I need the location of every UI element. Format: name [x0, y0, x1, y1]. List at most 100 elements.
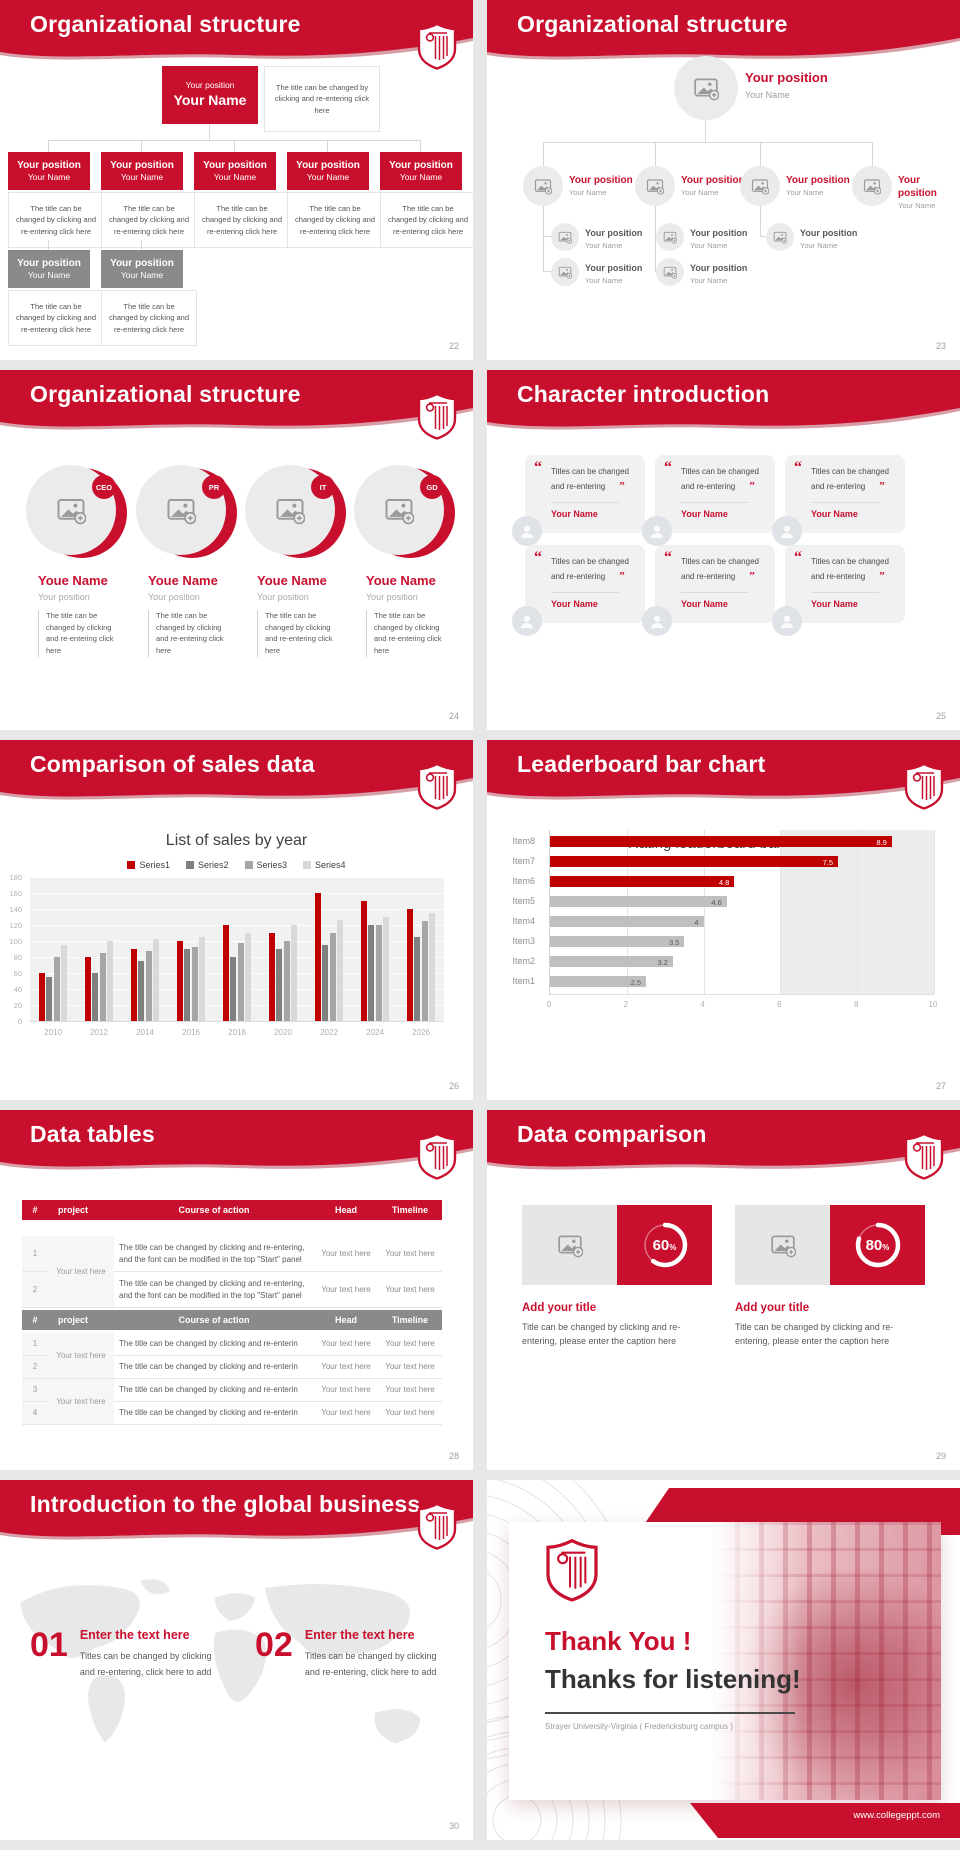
item-number: 01: [30, 1626, 68, 1664]
sales-bar: [222, 925, 229, 1021]
column-header: #: [22, 1200, 48, 1220]
slide-25-character-introduction: Character introduction “ Titles can be c…: [487, 370, 960, 730]
item-title: Enter the text here: [79, 1628, 190, 1642]
avatar: [772, 606, 802, 636]
sales-bar: [360, 901, 367, 1021]
leader-bar-value: 4.6: [711, 898, 722, 907]
project-cell: Your text here: [48, 1236, 114, 1308]
person-name: Youe Name: [257, 573, 327, 588]
project-cell: Your text here: [48, 1333, 114, 1379]
org-root-node: Your position Your Name: [162, 66, 258, 124]
person-name: Youe Name: [38, 573, 108, 588]
node-position: Your position: [800, 228, 858, 238]
node-name: Your Name: [569, 188, 607, 197]
sales-x-tick: 2016: [182, 1028, 200, 1037]
org-node-gray: Your position Your Name: [101, 250, 183, 288]
image-placeholder-icon: [167, 499, 196, 525]
image-placeholder-icon: [663, 266, 677, 279]
slide-30-introduction-global-business: Introduction to the global business 01 E…: [0, 1480, 473, 1840]
image-placeholder-icon: [773, 231, 787, 244]
head-cell: Your text here: [314, 1379, 378, 1402]
organization-name: Strayer University-Virginia ( Fredericks…: [545, 1722, 733, 1731]
node-position: Your position: [898, 175, 937, 199]
close-quote-icon: ”: [619, 480, 625, 493]
org-node-position: Your position: [110, 257, 174, 269]
quote-text: Titles can be changed and re-entering: [551, 467, 629, 492]
column-header: Course of action: [114, 1310, 314, 1330]
leader-item-label: Item2: [512, 956, 535, 966]
photo-placeholder: [766, 223, 794, 251]
course-cell: The title can be changed by clicking and…: [114, 1236, 314, 1272]
column-header: Timeline: [378, 1310, 442, 1330]
leader-labels: Item8 Item7 Item6 Item5 Item4 Item3 Item2 Item1: [499, 830, 543, 994]
slide-22-organizational-structure: Organizational structure Your position Y…: [0, 0, 473, 360]
leader-gridline: [626, 830, 628, 994]
timeline-cell: Your text here: [378, 1379, 442, 1402]
org-node-caption: The title can be changed by clicking and…: [101, 192, 197, 248]
person-position: Your position: [366, 592, 418, 602]
sales-x-tick: 2022: [320, 1028, 338, 1037]
org-node-label: Your position Your Name: [569, 174, 633, 198]
head-cell: Your text here: [314, 1236, 378, 1272]
leader-item-label: Item4: [512, 916, 535, 926]
photo-placeholder: [740, 166, 780, 206]
sales-bar: [383, 917, 390, 1021]
sales-bar: [138, 961, 145, 1021]
percent-panel: 60%: [617, 1205, 712, 1285]
percent-unit: %: [669, 1243, 677, 1252]
item-text: Enter the text here Titles can be change…: [80, 1628, 228, 1680]
node-name: Your Name: [690, 275, 728, 285]
sales-bar: [230, 957, 237, 1021]
image-placeholder-icon: [694, 78, 719, 101]
person-name: Your Name: [551, 509, 598, 519]
column-header: Head: [314, 1200, 378, 1220]
org-node: Your position Your Name: [194, 152, 276, 190]
project-cell: Your text here: [48, 1379, 114, 1425]
leader-gridline: [780, 830, 782, 994]
leader-item-label: Item3: [512, 936, 535, 946]
course-cell: The title can be changed by clicking and…: [114, 1333, 314, 1356]
table-2: # project Course of action Head Timeline…: [22, 1310, 442, 1425]
leader-x-tick: 2: [623, 1000, 629, 1009]
image-placeholder-icon: [534, 179, 552, 195]
leader-item-label: Item7: [512, 856, 535, 866]
page-number: 27: [935, 1081, 946, 1091]
slide-27-leaderboard-bar-chart: Leaderboard bar chart Rating leaderboard…: [487, 740, 960, 1100]
photo-placeholder: [735, 1205, 830, 1285]
leader-item-label: Item8: [512, 836, 535, 846]
org-subnode-label: Your position Your Name: [690, 228, 747, 250]
sales-bar: [92, 973, 99, 1021]
leader-x-tick: 0: [546, 1000, 552, 1009]
org-root-position: Your position: [185, 79, 235, 90]
image-placeholder-icon: [646, 179, 664, 195]
divider: [811, 592, 879, 593]
person-icon: [521, 615, 533, 629]
sales-bar: [414, 937, 421, 1021]
org-node-position: Your position: [17, 257, 81, 269]
sales-bar: [283, 941, 290, 1021]
org-node: Your position Your Name: [8, 152, 90, 190]
open-quote-icon: “: [794, 549, 802, 566]
sales-y-axis: 0 20 40 60 80 100 120 140 160 180: [2, 873, 26, 1029]
university-crest-icon: [546, 1539, 598, 1602]
connector-line: [543, 142, 872, 143]
sales-legend-item: Series4: [303, 860, 346, 870]
org-node-name: Your Name: [306, 172, 350, 183]
image-placeholder-icon: [558, 231, 572, 244]
page-number: 23: [935, 341, 946, 351]
connector-line: [543, 271, 552, 272]
connector-line: [543, 206, 544, 272]
connector-line: [141, 240, 142, 250]
person-icon: [781, 525, 793, 539]
org-node-caption: The title can be changed by clicking and…: [287, 192, 383, 248]
head-cell: Your text here: [314, 1402, 378, 1425]
website-link[interactable]: www.collegeppt.com: [853, 1810, 940, 1821]
photo-placeholder: [635, 166, 675, 206]
slide-title: Data comparison: [517, 1121, 707, 1147]
column-header: Head: [314, 1310, 378, 1330]
org-subnode-label: Your position Your Name: [800, 228, 857, 250]
leader-bar: [550, 936, 685, 947]
percent-unit: %: [882, 1243, 890, 1252]
sales-y-tick: 80: [13, 953, 22, 962]
connector-line: [49, 140, 421, 141]
